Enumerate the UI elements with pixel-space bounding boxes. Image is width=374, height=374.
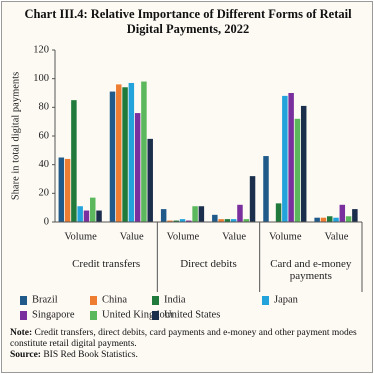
bar <box>237 204 243 222</box>
bar <box>186 220 192 222</box>
note-label: Note: <box>10 328 33 338</box>
y-tick-label: 0 <box>44 216 49 227</box>
bar <box>96 210 102 222</box>
bar <box>288 93 294 222</box>
bar <box>134 113 141 222</box>
bar <box>352 209 358 222</box>
x-tick-label: Volume <box>167 231 200 242</box>
group-label: Card and e-money payments <box>270 258 352 282</box>
bar <box>243 219 249 222</box>
source-line: Source: BIS Red Book Statistics. <box>10 350 366 361</box>
bar <box>192 206 198 222</box>
bar <box>294 118 301 222</box>
legend-label: Brazil <box>32 294 58 305</box>
chart-title: Chart III.4: Relative Importance of Diff… <box>24 7 352 36</box>
x-tick-label: Value <box>120 231 144 242</box>
bar <box>249 176 256 222</box>
bar <box>83 210 90 222</box>
y-tick-label: 80 <box>39 102 50 113</box>
bar <box>300 105 307 222</box>
bar <box>109 91 116 222</box>
bar <box>218 219 224 222</box>
x-tick-label: Volume <box>269 231 302 242</box>
bar <box>173 220 179 222</box>
bar <box>212 214 218 222</box>
bar <box>320 217 327 222</box>
bar <box>90 197 96 222</box>
legend-swatch <box>90 311 97 320</box>
note-line: Note: Credit transfers, direct debits, c… <box>10 328 366 350</box>
bar <box>230 219 237 222</box>
bar <box>275 203 282 222</box>
bar <box>147 138 153 222</box>
bar <box>314 217 320 222</box>
y-tick-label: 100 <box>33 73 49 84</box>
x-tick-label: Value <box>324 231 348 242</box>
legend-swatch <box>152 311 159 320</box>
legend-swatch <box>262 296 269 305</box>
legend-label: United States <box>164 309 220 320</box>
legend-label: China <box>102 294 127 305</box>
group-label: Credit transfers <box>72 258 141 270</box>
y-tick-label: 20 <box>39 188 50 199</box>
bar <box>345 216 352 222</box>
legend-label: Japan <box>274 294 299 305</box>
legend-swatch <box>20 296 27 305</box>
source-label: Source: <box>10 350 41 360</box>
bar <box>179 219 186 222</box>
bar <box>116 84 122 223</box>
bar <box>122 87 128 223</box>
legend-label: United Kingdom <box>102 309 173 320</box>
legend-swatch <box>20 311 27 320</box>
bar <box>160 209 167 222</box>
bar <box>71 100 77 222</box>
bar <box>282 95 288 222</box>
bar <box>128 82 135 222</box>
legend-swatch <box>152 296 159 305</box>
y-tick-label: 40 <box>39 159 50 170</box>
bar <box>333 217 339 222</box>
y-axis-label: Share in total digital payments <box>10 72 21 200</box>
x-tick-label: Volume <box>64 231 97 242</box>
bar <box>64 158 71 222</box>
bar <box>141 81 147 223</box>
bar <box>339 204 346 222</box>
bar <box>167 220 173 222</box>
group-label: Direct debits <box>180 258 237 270</box>
note: Note: Credit transfers, direct debits, c… <box>10 328 366 361</box>
y-tick-label: 60 <box>39 130 50 141</box>
bar <box>263 156 269 222</box>
source-text: BIS Red Book Statistics. <box>43 350 138 360</box>
y-tick-label: 120 <box>33 44 49 55</box>
bar <box>326 216 333 222</box>
x-tick-label: Value <box>222 231 246 242</box>
legend-label: Singapore <box>32 309 75 320</box>
bar <box>77 206 83 222</box>
legend-swatch <box>90 296 97 305</box>
bar <box>224 219 231 222</box>
note-text: Credit transfers, direct debits, card pa… <box>10 328 357 349</box>
bar <box>58 157 65 222</box>
bar <box>198 206 205 222</box>
legend-label: India <box>164 294 186 305</box>
